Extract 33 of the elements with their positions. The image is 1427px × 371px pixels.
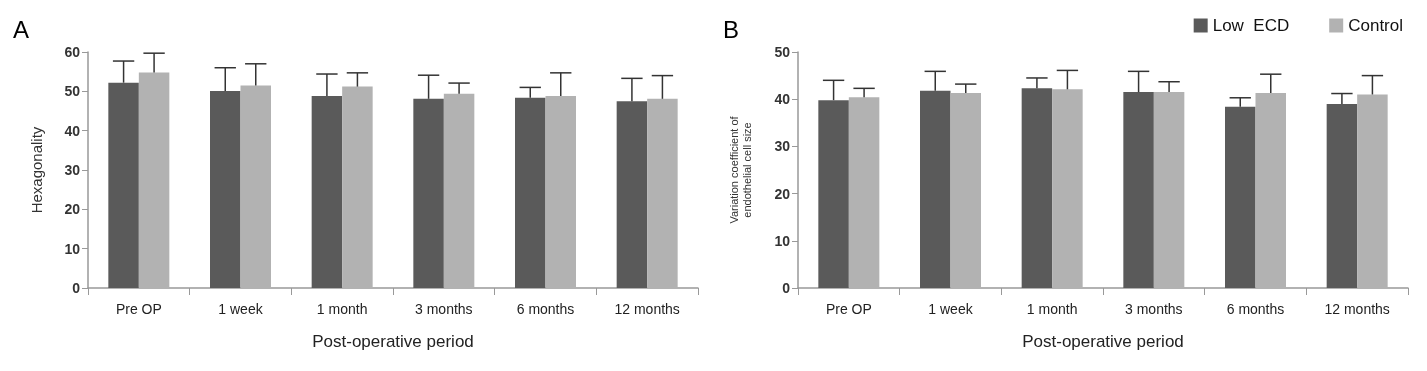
x-tick-label: 1 month — [316, 301, 368, 317]
y-tick-label: 0 — [72, 280, 81, 296]
y-tick-label: 20 — [64, 201, 81, 218]
y-tick-label: 30 — [774, 138, 791, 155]
chart-title: A — [13, 15, 30, 43]
x-tick-label: 6 months — [1226, 301, 1285, 317]
y-axis-title: Hexagonality — [28, 126, 45, 214]
y-tick-label: 40 — [64, 122, 81, 139]
x-tick-label: 1 week — [218, 301, 264, 317]
y-tick-label: 10 — [64, 240, 81, 257]
x-tick-label: 1 month — [1026, 301, 1078, 317]
x-tick-label: 6 months — [516, 301, 575, 317]
x-tick-label: 3 months — [1125, 301, 1183, 317]
chart-title: B — [723, 15, 740, 43]
y-tick-label: 40 — [774, 91, 791, 108]
y-tick-label: 50 — [64, 83, 81, 100]
x-axis-title: Post-operative period — [312, 332, 474, 351]
y-axis-title: Variation coefficient of endothelial cell size — [727, 115, 753, 224]
x-tick-label: 12 months — [614, 301, 680, 317]
y-tick-label: 60 — [64, 44, 81, 60]
y-tick-label: 10 — [774, 232, 791, 249]
legend-label: Low ECD — [1212, 16, 1290, 35]
y-tick-label: 30 — [64, 162, 81, 178]
legend-label: Control — [1348, 16, 1404, 35]
y-tick-label: 20 — [774, 185, 791, 202]
y-tick-label: 50 — [774, 44, 791, 60]
x-axis-title: Post-operative period — [1022, 332, 1184, 351]
y-tick-label: 0 — [782, 280, 791, 296]
x-tick-label: 12 months — [1324, 301, 1390, 317]
x-tick-label: Pre OP — [825, 301, 872, 317]
x-tick-label: Pre OP — [115, 301, 162, 317]
x-tick-label: 3 months — [415, 301, 473, 317]
x-tick-label: 1 week — [928, 301, 974, 317]
